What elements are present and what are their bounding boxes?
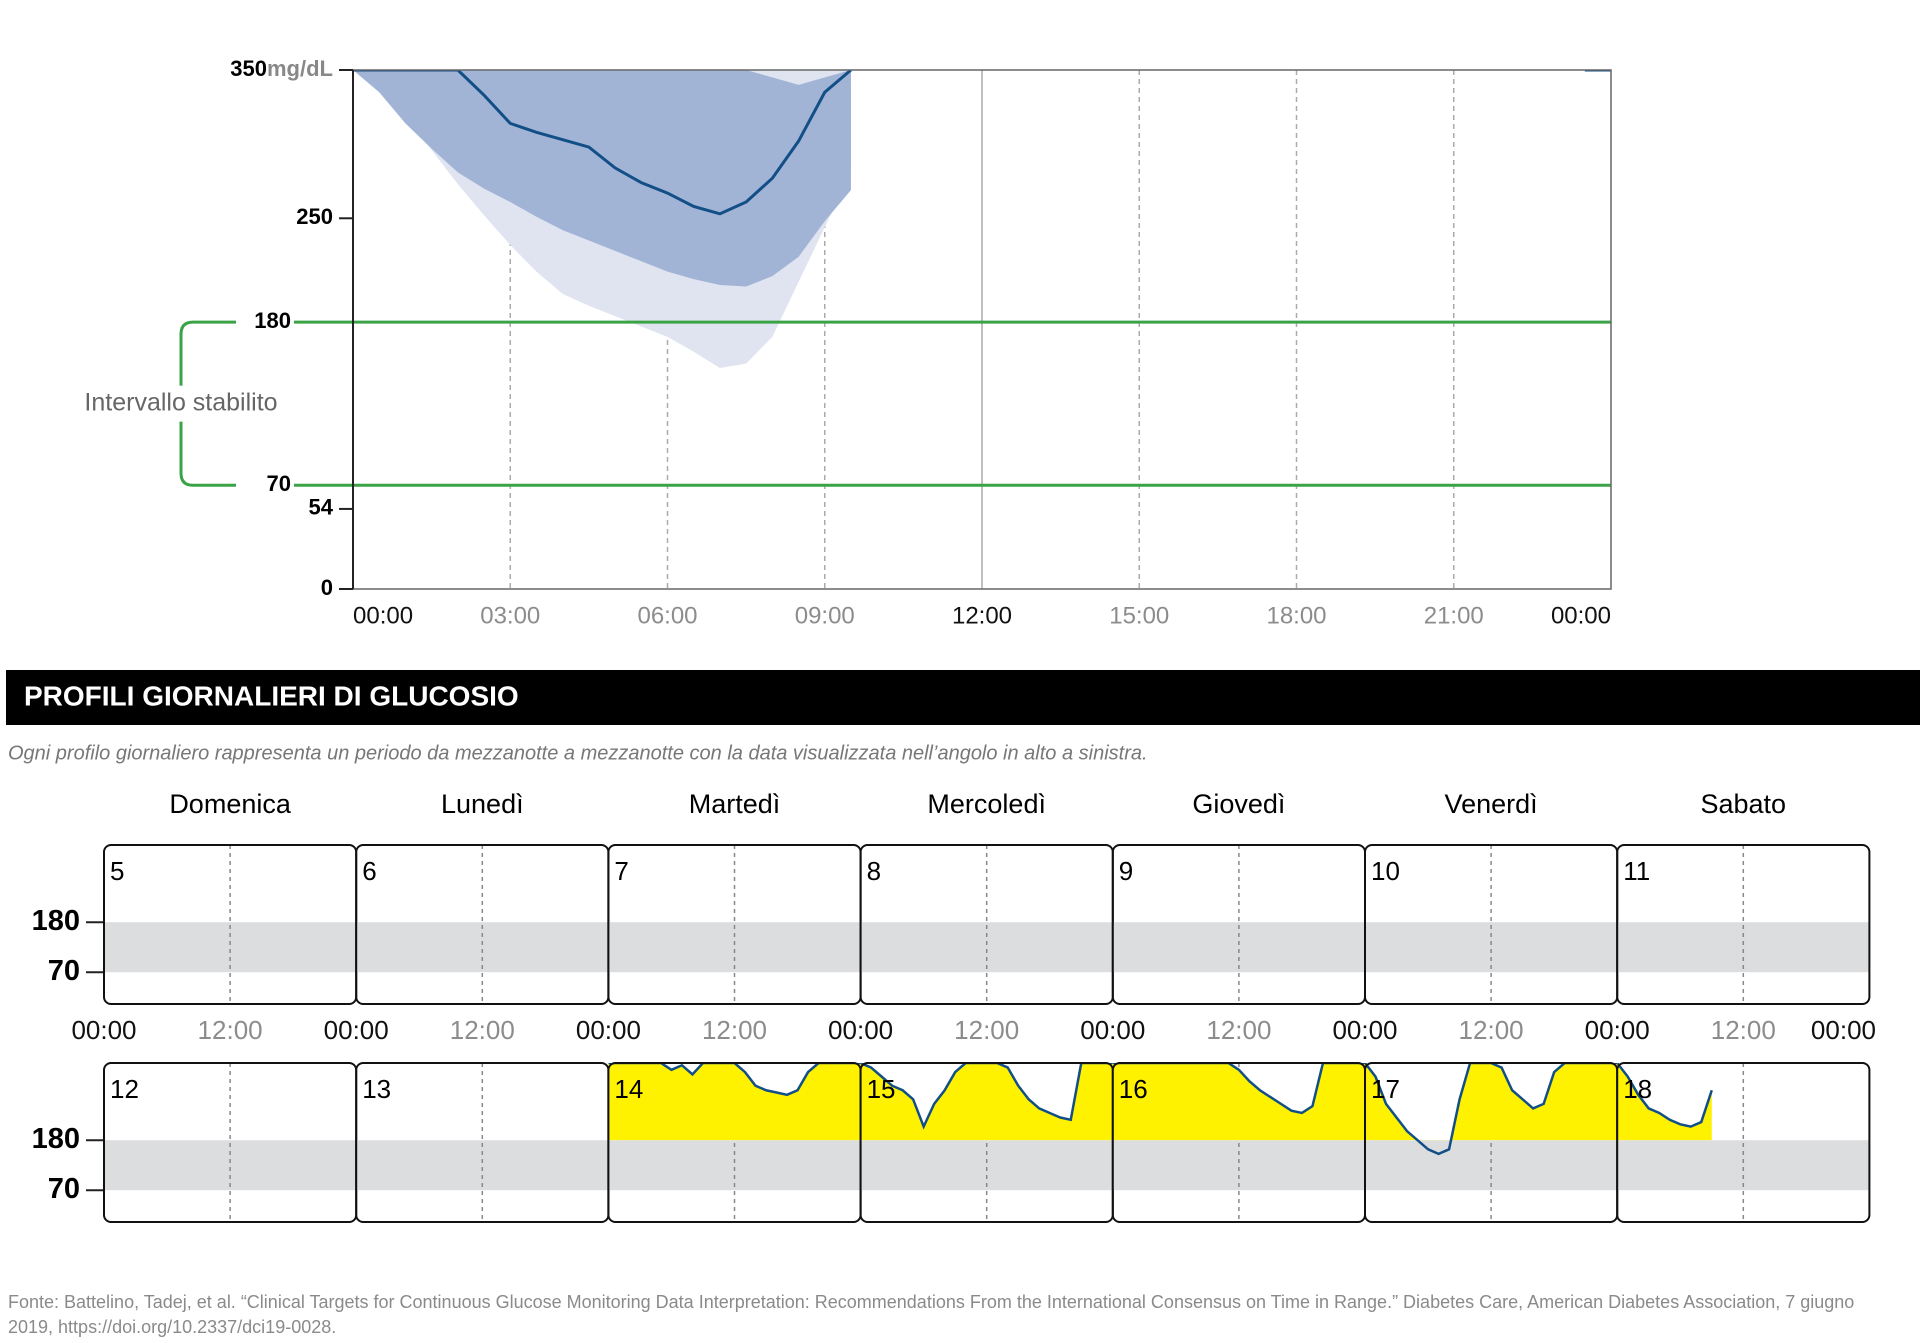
y-tick-label: 70	[48, 955, 80, 987]
x-tick-label: 00:00	[1332, 1015, 1397, 1045]
y-tick-label: 180	[32, 1123, 80, 1155]
x-tick-label: 15:00	[1109, 602, 1169, 629]
y-tick-label: 0	[321, 575, 333, 600]
day-label: 15	[867, 1074, 896, 1104]
x-tick-label: 12:00	[198, 1015, 263, 1045]
target-label: Intervallo stabilito	[84, 388, 277, 416]
target-band	[860, 922, 1113, 973]
y-tick-label: 180	[32, 905, 80, 937]
x-tick-label: 12:00	[450, 1015, 515, 1045]
y-tick-label: 54	[309, 495, 334, 520]
target-band	[1112, 922, 1365, 973]
high-fill	[1112, 1063, 1365, 1141]
label-bg	[78, 385, 284, 422]
percentile-band	[353, 70, 851, 287]
x-tick-label: 03:00	[480, 602, 540, 629]
x-tick-label: 12:00	[1711, 1015, 1776, 1045]
x-tick-label: 00:00	[324, 1015, 389, 1045]
target-band	[608, 1140, 861, 1191]
target-band	[608, 922, 861, 973]
weekday-label: Venerdì	[1445, 789, 1538, 819]
target-band	[104, 922, 357, 973]
x-tick-label: 00:00	[1811, 1015, 1876, 1045]
glucose-line	[1365, 1063, 1618, 1156]
high-fill	[1617, 1063, 1712, 1141]
x-tick-label: 00:00	[71, 1015, 136, 1045]
target-band	[356, 922, 609, 973]
day-panel	[1616, 1062, 1871, 1223]
high-fill	[608, 1063, 861, 1141]
y-tick-label: 180	[254, 308, 291, 333]
weekday-label: Martedì	[689, 789, 781, 819]
y-tick-label: 70	[267, 471, 291, 496]
x-tick-label: 09:00	[795, 602, 855, 629]
x-tick-label: 12:00	[1459, 1015, 1524, 1045]
day-label: 11	[1623, 856, 1650, 886]
section-title: PROFILI GIORNALIERI DI GLUCOSIO	[24, 680, 519, 711]
x-tick-label: 00:00	[1551, 602, 1611, 629]
day-label: 14	[614, 1074, 643, 1104]
weekday-label: Sabato	[1701, 789, 1787, 819]
y-tick-label: 70	[48, 1173, 80, 1205]
x-tick-label: 12:00	[954, 1015, 1019, 1045]
x-tick-label: 12:00	[702, 1015, 767, 1045]
day-label: 5	[110, 856, 124, 886]
x-tick-label: 18:00	[1266, 602, 1326, 629]
day-label: 8	[867, 856, 881, 886]
day-label: 12	[110, 1074, 139, 1104]
target-band	[356, 1140, 609, 1191]
day-label: 10	[1371, 856, 1400, 886]
x-tick-label: 00:00	[353, 602, 413, 629]
x-tick-label: 12:00	[952, 602, 1012, 629]
x-tick-label: 06:00	[637, 602, 697, 629]
target-band	[1365, 922, 1618, 973]
section-header-bar	[6, 670, 1920, 725]
target-band	[104, 1140, 357, 1191]
target-band	[1112, 1140, 1365, 1191]
weekday-label: Lunedì	[441, 789, 524, 819]
target-band	[1365, 1140, 1618, 1191]
section-subtitle: Ogni profilo giornaliero rappresenta un …	[8, 742, 1148, 764]
x-tick-label: 00:00	[1585, 1015, 1650, 1045]
x-tick-label: 12:00	[1206, 1015, 1271, 1045]
glucose-line	[860, 1063, 1113, 1130]
glucose-line	[1617, 1063, 1713, 1128]
day-label: 18	[1623, 1074, 1652, 1104]
x-tick-label: 21:00	[1424, 602, 1484, 629]
median-line	[353, 70, 1611, 216]
day-label: 16	[1119, 1074, 1148, 1104]
weekday-label: Mercoledì	[927, 789, 1046, 819]
y-tick-label: 350	[230, 56, 267, 81]
glucose-line	[1112, 1063, 1365, 1115]
x-tick-label: 00:00	[576, 1015, 641, 1045]
day-label: 7	[614, 856, 628, 886]
high-fill	[1365, 1063, 1618, 1141]
high-fill	[860, 1063, 1113, 1141]
target-band	[860, 1140, 1113, 1191]
y-tick-label: 250	[296, 204, 333, 229]
day-label: 6	[362, 856, 376, 886]
day-panel	[1616, 844, 1871, 1005]
weekday-label: Giovedì	[1192, 789, 1285, 819]
day-label: 13	[362, 1074, 391, 1104]
y-unit: mg/dL	[267, 56, 333, 81]
weekday-label: Domenica	[169, 789, 292, 819]
target-band	[1617, 922, 1870, 973]
x-tick-label: 00:00	[1080, 1015, 1145, 1045]
day-label: 9	[1119, 856, 1133, 886]
day-label: 17	[1371, 1074, 1400, 1104]
x-tick-label: 00:00	[828, 1015, 893, 1045]
target-band	[1617, 1140, 1870, 1191]
source-note: Fonte: Battelino, Tadej, et al. “Clinica…	[8, 1292, 1855, 1337]
